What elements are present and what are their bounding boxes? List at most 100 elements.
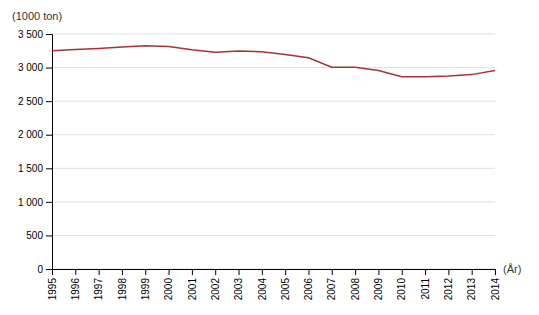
- y-tick: 500: [26, 230, 52, 241]
- x-axis-line: [53, 270, 496, 276]
- x-tick: 2013: [466, 269, 477, 300]
- x-tick-mark: [262, 269, 263, 275]
- x-tick: 2008: [350, 269, 361, 300]
- y-tick-label: 3 500: [18, 29, 43, 40]
- y-axis-title: (1000 ton): [12, 10, 62, 22]
- x-tick-label: 2002: [210, 278, 221, 301]
- x-tick-mark: [402, 269, 403, 275]
- x-tick: 2014: [490, 269, 501, 300]
- x-tick-mark: [495, 269, 496, 275]
- y-tick-mark: [46, 202, 52, 203]
- x-axis-title: (År): [503, 263, 521, 275]
- x-tick: 2001: [187, 269, 198, 300]
- grid-line: [52, 168, 495, 169]
- y-tick-label: 1 500: [18, 163, 43, 174]
- y-tick: 2 500: [18, 96, 52, 107]
- y-tick-mark: [46, 269, 52, 270]
- x-tick: 1998: [117, 269, 128, 300]
- x-tick-label: 2014: [490, 278, 501, 301]
- grid-line: [52, 235, 495, 236]
- line: [52, 46, 495, 77]
- x-tick-mark: [122, 269, 123, 275]
- x-tick-label: 2009: [373, 278, 384, 301]
- x-tick-mark: [355, 269, 356, 275]
- x-tick-label: 2011: [420, 278, 431, 300]
- x-tick-mark: [239, 269, 240, 275]
- x-tick-label: 2005: [280, 278, 291, 301]
- x-tick-mark: [52, 269, 53, 275]
- x-tick: 2000: [163, 269, 174, 300]
- x-tick-mark: [378, 269, 379, 275]
- x-tick-label: 2001: [187, 278, 198, 301]
- y-tick: 1 000: [18, 197, 52, 208]
- grid-line: [52, 134, 495, 135]
- x-tick: 1999: [140, 269, 151, 300]
- y-tick-label: 3 000: [18, 62, 43, 73]
- series: [52, 46, 495, 77]
- y-tick-label: 0: [37, 264, 43, 275]
- x-tick-mark: [145, 269, 146, 275]
- x-tick: 2009: [373, 269, 384, 300]
- grid: [52, 34, 495, 269]
- y-tick-label: 1 000: [18, 197, 43, 208]
- y-tick: 3 000: [18, 62, 52, 73]
- y-tick-label: 2 500: [18, 96, 43, 107]
- y-axis-line: [46, 35, 53, 270]
- x-tick-mark: [215, 269, 216, 275]
- y-tick: 0: [37, 264, 52, 275]
- x-tick-label: 2006: [303, 278, 314, 301]
- grid-line: [52, 34, 495, 35]
- x-tick-mark: [308, 269, 309, 275]
- x-tick-label: 1998: [117, 278, 128, 301]
- x-tick: 2011: [420, 269, 431, 300]
- x-tick-label: 2013: [466, 278, 477, 301]
- chart: 0 500 1 000 1 500 2 000 2 500 3 000 3 500 1995 19…: [0, 0, 539, 315]
- x-tick-label: 2007: [326, 278, 337, 301]
- x-tick-label: 2008: [350, 278, 361, 301]
- x-tick-mark: [472, 269, 473, 275]
- y-tick-mark: [46, 34, 52, 35]
- grid-line: [52, 101, 495, 102]
- x-tick: 2002: [210, 269, 221, 300]
- x-tick: 1995: [47, 269, 58, 300]
- x-tick: 2004: [257, 269, 268, 300]
- x-tick: 2007: [326, 269, 337, 300]
- x-tick: 2005: [280, 269, 291, 300]
- x-axis: 1995199619971998199920002001200220032004…: [47, 269, 501, 300]
- x-tick-mark: [75, 269, 76, 275]
- grid-line: [52, 201, 495, 202]
- x-tick-mark: [448, 269, 449, 275]
- x-tick-mark: [99, 269, 100, 275]
- x-tick-label: 1997: [93, 278, 104, 301]
- y-tick: 1 500: [18, 163, 52, 174]
- y-tick: 2 000: [18, 129, 52, 140]
- plot: 0 500 1 000 1 500 2 000 2 500 3 000 3 500 1995 19…: [18, 29, 501, 301]
- x-tick: 2012: [443, 269, 454, 300]
- y-tick-mark: [46, 235, 52, 236]
- y-tick-label: 2 000: [18, 129, 43, 140]
- x-tick-mark: [332, 269, 333, 275]
- y-axis: 0 500 1 000 1 500 2 000 2 500 3 000 3 500: [18, 29, 53, 275]
- y-tick-mark: [46, 101, 52, 102]
- y-tick-mark: [46, 135, 52, 136]
- y-tick-label: 500: [26, 230, 43, 241]
- x-tick-label: 1999: [140, 278, 151, 301]
- x-tick: 2003: [233, 269, 244, 300]
- x-tick-mark: [425, 269, 426, 275]
- x-tick: 1997: [93, 269, 104, 300]
- y-tick-mark: [46, 68, 52, 69]
- x-tick-label: 2003: [233, 278, 244, 301]
- x-tick: 2010: [396, 269, 407, 300]
- x-tick-mark: [285, 269, 286, 275]
- x-tick-label: 2004: [257, 278, 268, 301]
- x-tick-mark: [192, 269, 193, 275]
- x-tick-label: 1995: [47, 278, 58, 301]
- y-tick-mark: [46, 168, 52, 169]
- x-tick-label: 2012: [443, 278, 454, 301]
- x-tick-mark: [169, 269, 170, 275]
- grid-line: [52, 67, 495, 68]
- x-tick-label: 2000: [163, 278, 174, 301]
- y-tick: 3 500: [18, 29, 52, 40]
- x-tick-label: 2010: [396, 278, 407, 301]
- x-tick: 2006: [303, 269, 314, 300]
